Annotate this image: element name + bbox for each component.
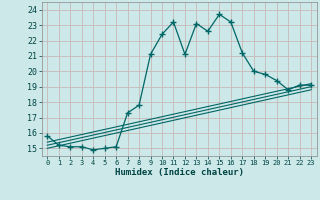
X-axis label: Humidex (Indice chaleur): Humidex (Indice chaleur) xyxy=(115,168,244,177)
